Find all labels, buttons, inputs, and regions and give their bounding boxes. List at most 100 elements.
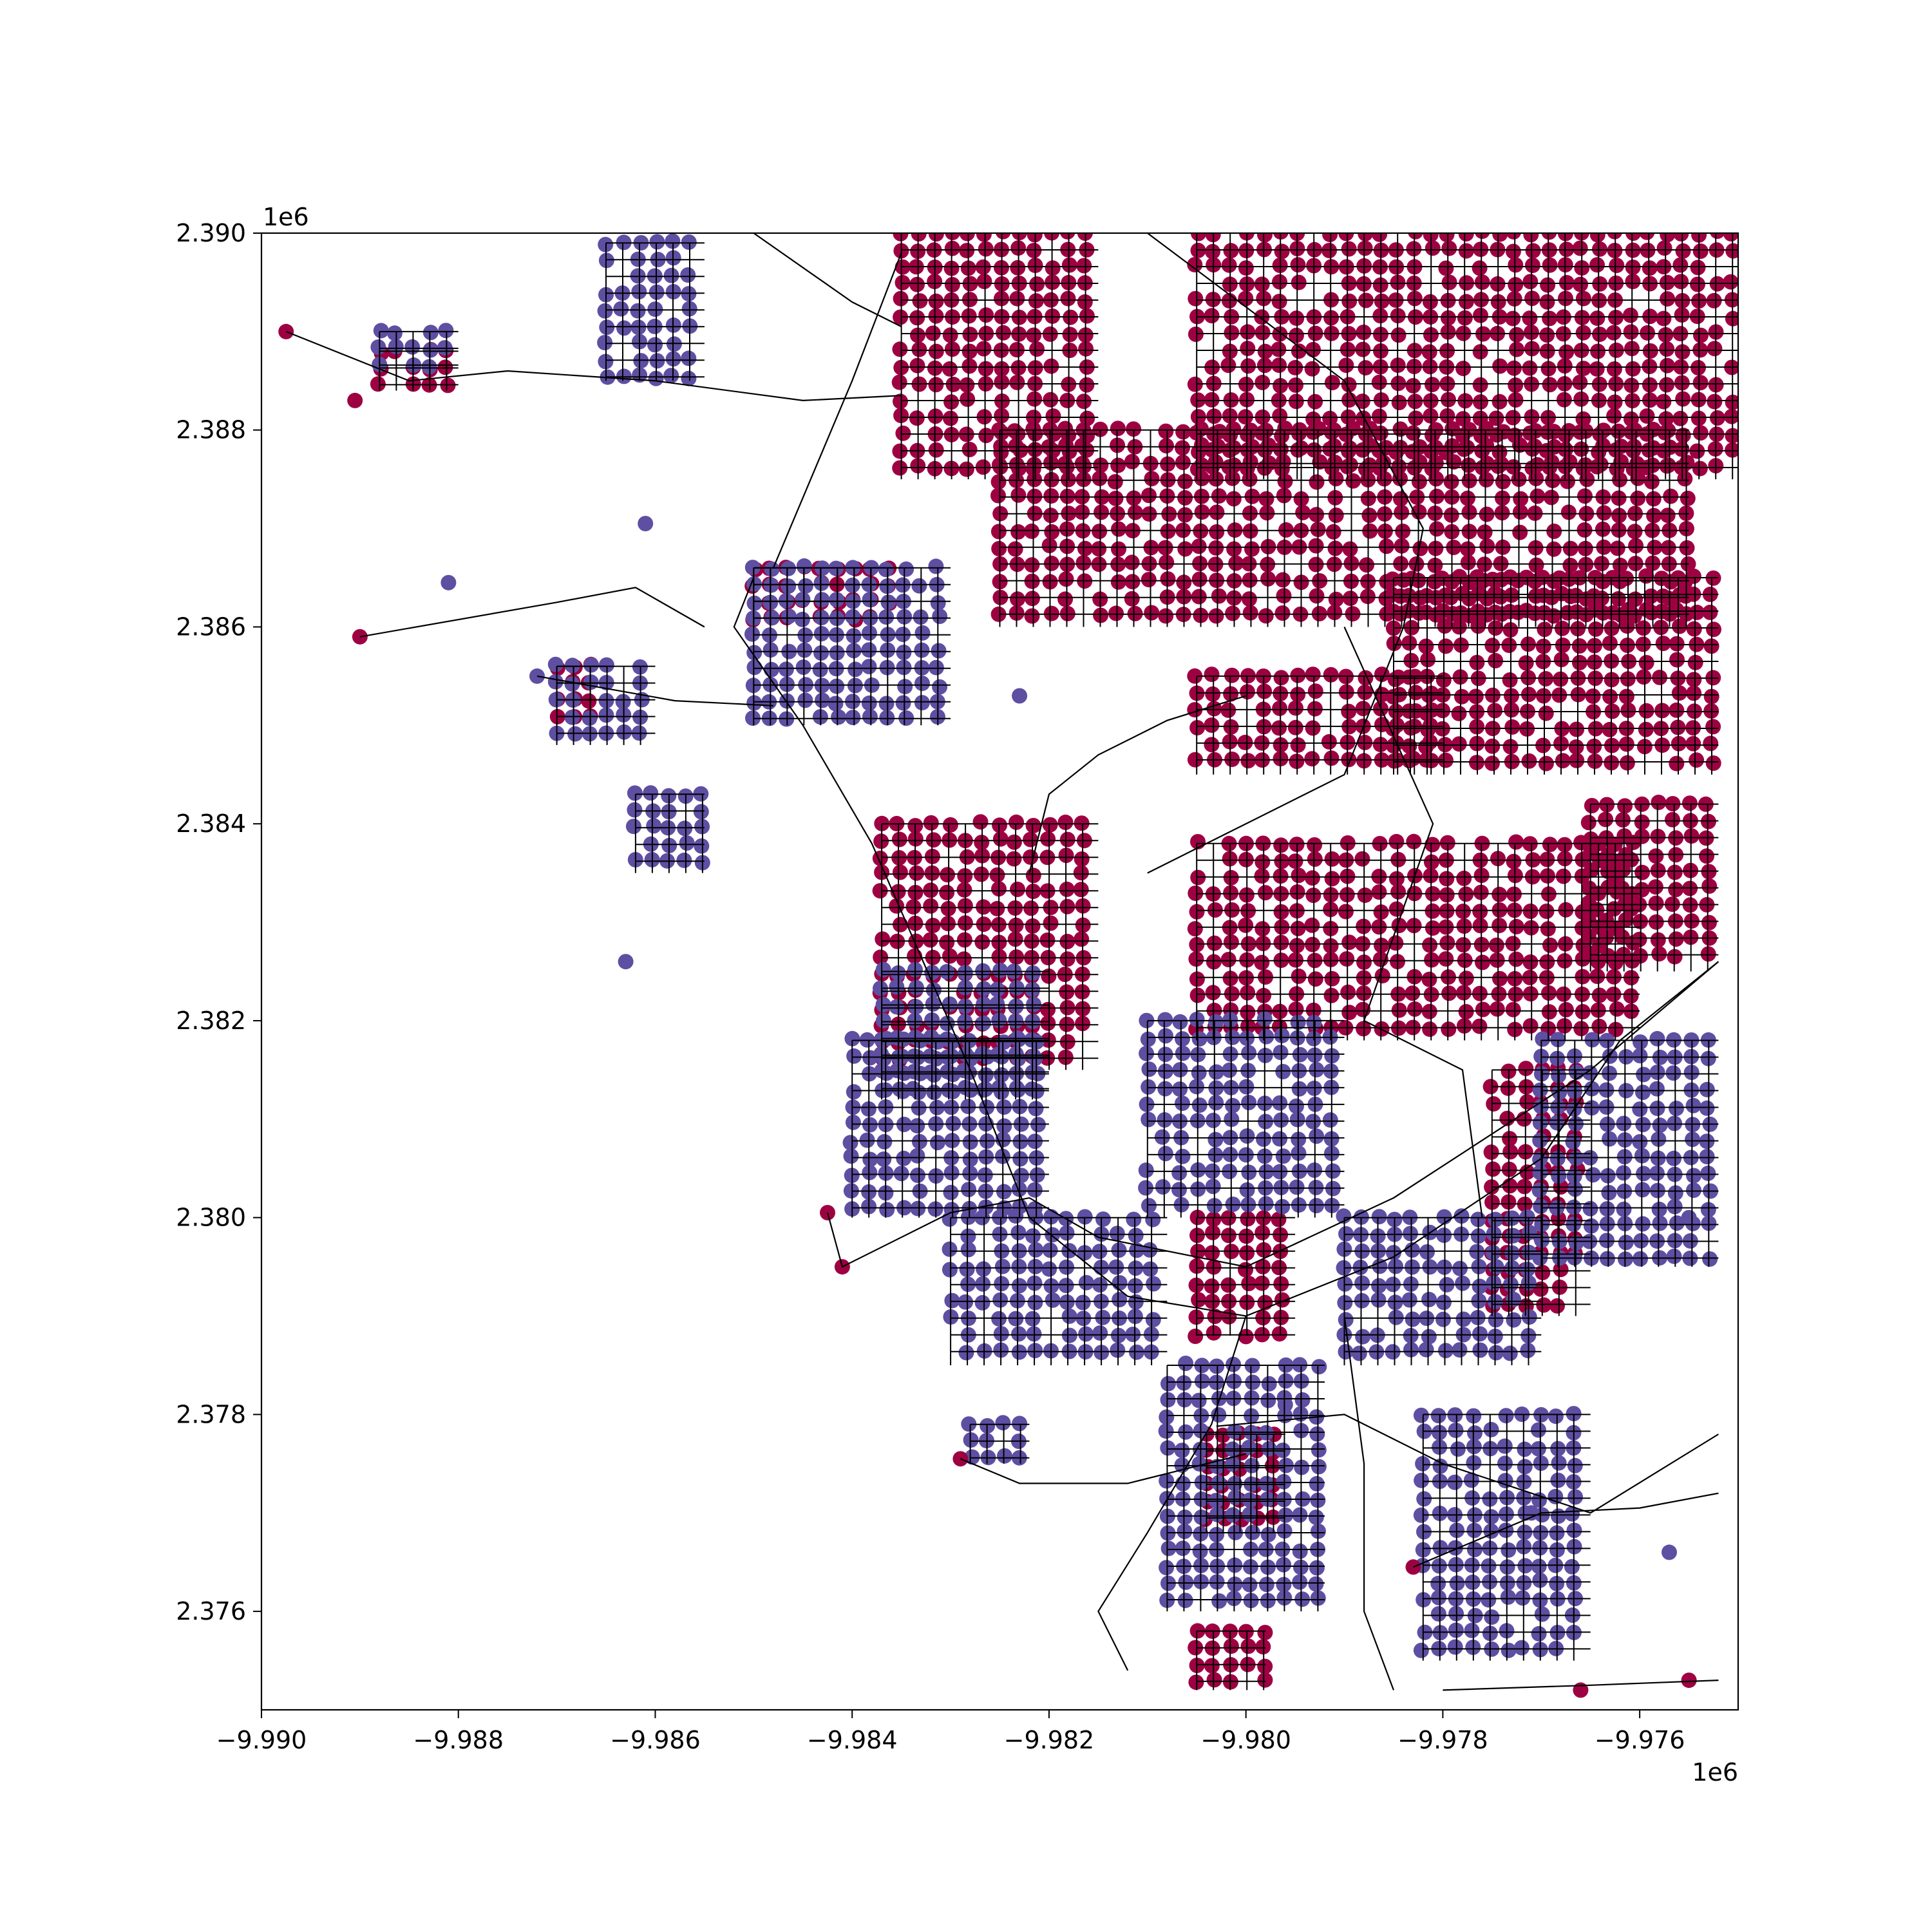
node-point [813, 626, 829, 641]
node-point [1569, 604, 1585, 620]
node-point [1221, 257, 1237, 273]
node-point [1571, 654, 1587, 670]
node-point [1686, 1168, 1701, 1184]
node-point [1007, 541, 1023, 557]
node-point [1540, 868, 1555, 884]
node-point [1256, 1131, 1271, 1147]
node-point [1010, 591, 1025, 607]
node-point [1451, 736, 1467, 752]
street-grid [1589, 803, 1719, 972]
node-point [1271, 1211, 1287, 1227]
node-point [1564, 1558, 1580, 1575]
street-grid [1196, 675, 1443, 775]
node-point [1512, 437, 1528, 453]
node-point [1632, 1101, 1648, 1117]
road-edge [772, 252, 902, 569]
node-point [1642, 377, 1658, 393]
node-point [1649, 1101, 1665, 1116]
node-point [1528, 557, 1544, 573]
node-point [1669, 755, 1685, 772]
node-point [1157, 1081, 1173, 1097]
node-point [994, 1084, 1009, 1100]
node-point [1241, 1164, 1257, 1180]
node-point [1481, 1592, 1497, 1608]
node-point [1461, 524, 1477, 540]
node-point [1357, 240, 1373, 256]
node-point [370, 339, 386, 355]
node-point [1158, 1028, 1173, 1044]
node-point [1043, 392, 1059, 408]
node-point [1061, 257, 1077, 273]
node-point [1041, 1261, 1057, 1277]
node-point [1359, 557, 1375, 573]
node-point [978, 361, 994, 377]
node-point [1492, 886, 1508, 902]
node-point [630, 303, 646, 319]
node-point [1057, 591, 1074, 607]
x-tick-label: −9.990 [216, 1726, 307, 1754]
node-point [681, 370, 697, 386]
node-point [1094, 504, 1110, 520]
road-edge [1216, 1414, 1719, 1514]
node-point [942, 1262, 958, 1278]
node-point [1454, 1208, 1470, 1224]
node-point [1126, 421, 1142, 437]
node-point [944, 240, 960, 256]
node-point [1591, 1018, 1607, 1034]
node-point [1254, 954, 1270, 971]
node-point [961, 308, 977, 324]
node-point [1307, 851, 1323, 867]
node-point [1701, 914, 1717, 931]
node-point [1534, 1606, 1550, 1622]
node-point [1685, 568, 1701, 584]
node-point [1220, 357, 1236, 374]
node-point [1141, 1079, 1157, 1095]
node-point [1324, 851, 1340, 867]
node-point [1550, 1441, 1566, 1457]
node-point [1011, 1326, 1027, 1342]
node-point [1635, 1084, 1651, 1101]
node-point [1541, 1004, 1557, 1020]
node-point [1705, 719, 1721, 735]
node-point [876, 1151, 892, 1167]
node-point [1388, 833, 1405, 849]
node-point [1010, 260, 1026, 276]
node-point [1669, 1101, 1684, 1117]
node-point [962, 327, 978, 343]
node-point [1204, 717, 1220, 733]
node-point [1723, 274, 1738, 290]
node-point [1404, 1259, 1420, 1275]
node-point [1074, 851, 1090, 867]
node-point [1617, 798, 1633, 814]
node-point [1291, 867, 1307, 884]
node-point [1242, 1506, 1258, 1522]
node-point [1439, 233, 1455, 243]
street-grid [556, 665, 656, 745]
node-point [1438, 951, 1454, 967]
node-point [1175, 1540, 1191, 1557]
node-point [1649, 1165, 1665, 1181]
node-point [1191, 571, 1208, 587]
node-point [1463, 1472, 1479, 1488]
y-offset-label: 1e6 [263, 203, 309, 231]
road-edge [1343, 627, 1483, 1218]
node-point [1241, 1439, 1257, 1455]
node-point [1355, 701, 1371, 717]
node-point [796, 558, 812, 574]
node-point [1124, 453, 1140, 469]
node-point [1223, 934, 1239, 950]
node-point [1539, 343, 1555, 359]
node-point [1458, 243, 1474, 259]
node-point [1689, 604, 1705, 620]
node-point [1028, 1242, 1044, 1258]
node-point [681, 350, 697, 366]
node-point [1238, 1329, 1254, 1345]
x-tick-label: −9.988 [413, 1726, 504, 1754]
node-point [1441, 274, 1457, 290]
node-point [846, 1048, 862, 1064]
street-grid [999, 429, 1689, 627]
node-point [1648, 914, 1664, 930]
node-point [977, 1167, 993, 1183]
node-point [1175, 1095, 1190, 1112]
node-point [1437, 752, 1454, 768]
